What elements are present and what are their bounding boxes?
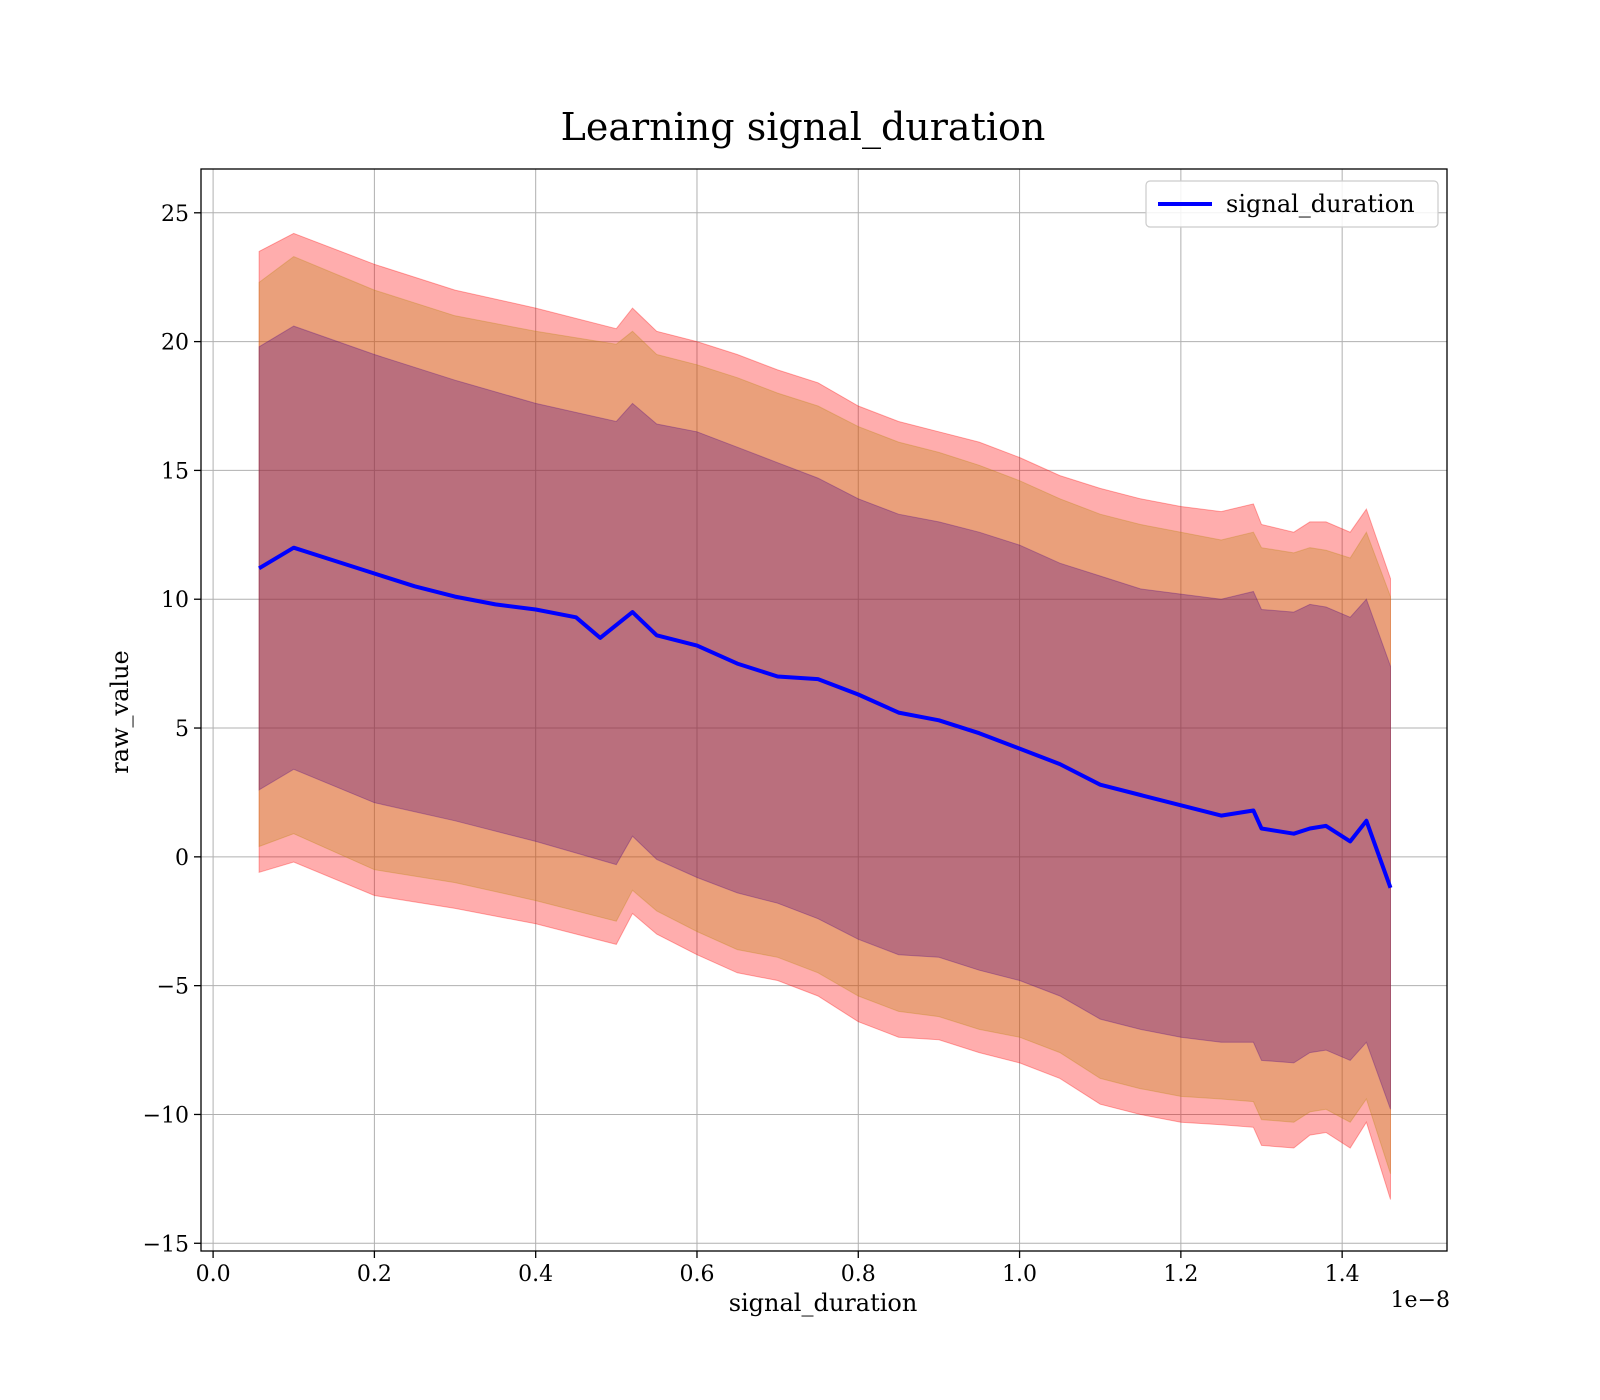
band-inner <box>258 325 1391 1110</box>
y-tick-label: 20 <box>161 331 189 356</box>
y-tick-label: 0 <box>175 846 189 871</box>
legend: signal_duration <box>1145 180 1439 228</box>
band-middle <box>258 256 1391 1174</box>
confidence-bands <box>258 232 1391 1200</box>
x-tick-label: 0.6 <box>679 1262 714 1287</box>
y-tick-label: 5 <box>175 717 189 742</box>
x-tick-label: 0.0 <box>196 1262 231 1287</box>
x-tick-label: 1.2 <box>1163 1262 1198 1287</box>
band-outer <box>258 232 1391 1200</box>
y-axis-label: raw_value <box>106 650 134 774</box>
series-lines <box>258 545 1393 889</box>
y-tick-label: 15 <box>161 459 189 484</box>
x-tick-label: 1.4 <box>1325 1262 1360 1287</box>
legend-label: signal_duration <box>1226 190 1415 218</box>
x-tick-label: 0.2 <box>357 1262 392 1287</box>
chart-title: Learning signal_duration <box>561 105 1046 150</box>
x-tick-label: 0.4 <box>518 1262 553 1287</box>
series-line-signal_duration <box>258 545 1393 889</box>
x-tick-label: 0.8 <box>841 1262 876 1287</box>
y-tick-label: −5 <box>157 975 189 1000</box>
y-tick-label: 25 <box>161 202 189 227</box>
legend-box <box>1145 180 1439 228</box>
y-tick-label: −15 <box>143 1232 189 1257</box>
x-axis-label: signal_duration <box>729 1289 918 1317</box>
plot-frame <box>200 168 1448 1252</box>
x-axis-offset-label: 1e−8 <box>1391 1288 1450 1313</box>
x-axis-ticks: 0.0 0.2 0.4 0.6 0.8 1.0 1.2 1.4 <box>196 1251 1360 1287</box>
y-axis-ticks: −15 −10 −5 0 5 10 15 20 25 <box>143 202 201 1257</box>
x-tick-label: 1.0 <box>1002 1262 1037 1287</box>
y-tick-label: 10 <box>161 588 189 613</box>
grid <box>201 169 1447 1251</box>
y-tick-label: −10 <box>143 1103 189 1128</box>
